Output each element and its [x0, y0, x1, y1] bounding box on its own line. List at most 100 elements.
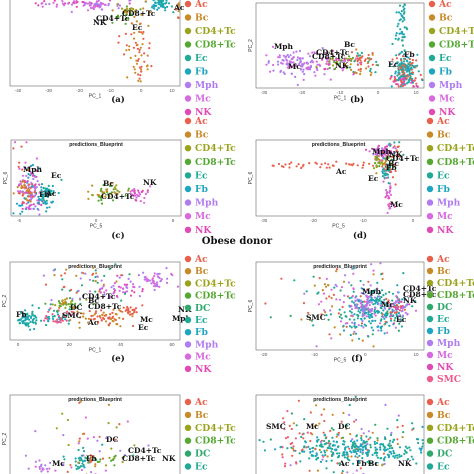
data-point: [101, 190, 104, 193]
data-point: [286, 436, 289, 439]
data-point: [344, 315, 347, 318]
data-point: [313, 284, 316, 287]
data-point: [308, 469, 311, 472]
data-point: [356, 439, 359, 442]
data-point: [153, 275, 156, 278]
data-point: [379, 448, 382, 451]
data-point: [359, 311, 362, 314]
data-point: [385, 297, 388, 301]
data-point: [96, 321, 100, 324]
data-point: [393, 311, 396, 314]
data-point: [136, 43, 139, 46]
data-point: [327, 447, 330, 450]
legend-swatch: [184, 81, 192, 89]
data-point: [284, 462, 287, 465]
cluster-label: Bc: [103, 179, 114, 188]
data-point: [310, 454, 313, 457]
cluster-label: CD8+Tc: [403, 290, 437, 299]
data-point: [76, 310, 79, 313]
data-point: [33, 314, 37, 317]
data-point: [265, 54, 268, 57]
data-point: [362, 310, 365, 313]
data-point: [55, 3, 59, 6]
data-point: [398, 52, 401, 55]
data-point: [359, 59, 362, 62]
data-point: [290, 161, 293, 164]
data-point: [332, 164, 335, 167]
data-point: [65, 319, 68, 322]
data-point: [409, 61, 412, 64]
data-point: [368, 295, 371, 298]
data-point: [398, 455, 401, 458]
data-point: [359, 68, 362, 71]
data-point: [272, 69, 275, 72]
legend-entry: Mph: [195, 339, 219, 350]
data-point: [103, 291, 106, 294]
data-point: [44, 302, 47, 305]
data-point: [345, 325, 348, 328]
data-point: [342, 301, 345, 304]
data-point: [327, 442, 330, 445]
data-point: [29, 186, 32, 189]
data-point: [417, 438, 420, 441]
data-point: [382, 309, 385, 312]
data-point: [398, 322, 401, 325]
data-point: [306, 66, 309, 69]
data-point: [330, 459, 333, 462]
data-point: [325, 297, 328, 300]
data-point: [156, 285, 159, 288]
data-point: [387, 182, 390, 185]
data-point: [38, 213, 41, 216]
plot-frame: [9, 261, 181, 341]
data-point: [92, 318, 95, 321]
data-point: [350, 440, 353, 443]
data-point: [61, 278, 64, 281]
legend-swatch: [426, 375, 434, 383]
data-point: [26, 312, 29, 315]
data-point: [90, 2, 93, 5]
data-point: [81, 462, 84, 465]
data-point: [288, 60, 292, 63]
data-point: [42, 197, 45, 200]
data-point: [107, 193, 110, 196]
data-point: [24, 161, 27, 164]
data-point: [407, 63, 410, 66]
data-point: [352, 73, 355, 76]
x-tick-label: -20: [76, 88, 83, 93]
data-point: [415, 59, 418, 62]
data-point: [341, 470, 344, 473]
data-point: [31, 320, 34, 324]
data-point: [383, 317, 386, 320]
data-point: [39, 198, 42, 201]
legend-swatch: [184, 41, 192, 48]
data-point: [133, 31, 136, 34]
data-point: [398, 32, 401, 35]
data-point: [99, 196, 102, 199]
data-point: [401, 44, 404, 47]
data-point: [100, 309, 103, 312]
data-point: [98, 435, 101, 438]
data-point: [74, 460, 77, 463]
legend-swatch: [426, 339, 434, 347]
data-point: [352, 287, 355, 290]
data-point: [350, 296, 353, 299]
data-point: [172, 11, 175, 14]
data-point: [49, 307, 52, 310]
data-point: [372, 303, 375, 306]
data-point: [102, 311, 105, 314]
data-point: [397, 329, 400, 332]
data-point: [281, 62, 284, 65]
data-point: [69, 306, 72, 309]
data-point: [391, 155, 394, 158]
data-point: [99, 189, 103, 192]
data-point: [325, 62, 328, 65]
data-point: [345, 162, 348, 165]
data-point: [46, 470, 49, 473]
data-point: [320, 163, 323, 166]
data-point: [401, 75, 404, 78]
data-point: [289, 54, 292, 57]
data-point: [332, 440, 335, 443]
y-axis-label: PC_2: [2, 433, 8, 446]
data-point: [332, 471, 335, 474]
data-point: [137, 58, 140, 61]
